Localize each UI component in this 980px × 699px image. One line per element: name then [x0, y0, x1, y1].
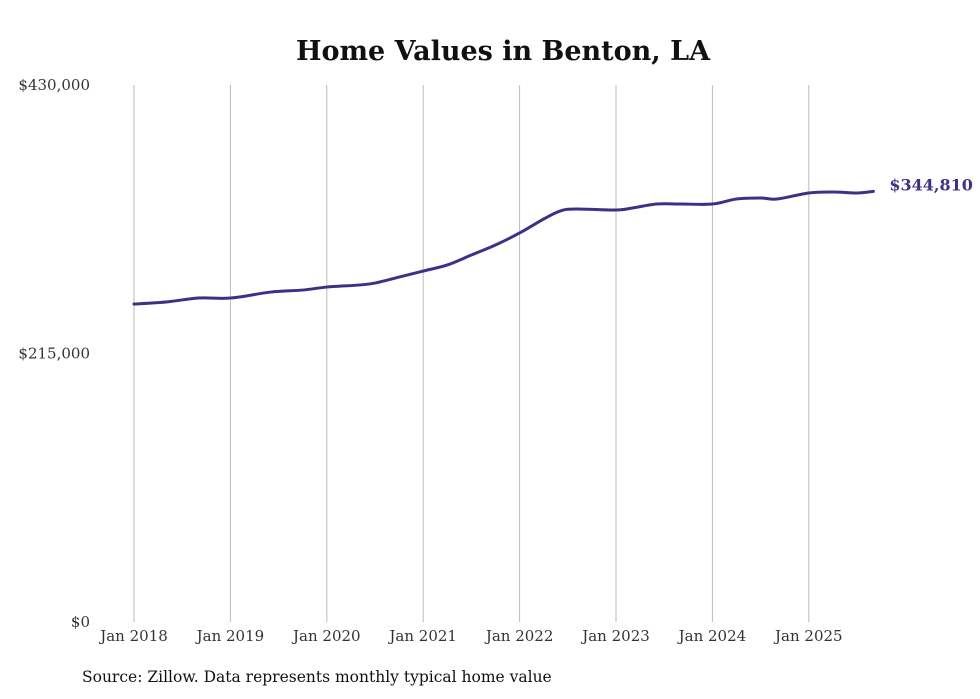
x-tick-label: Jan 2023	[580, 627, 650, 645]
y-axis: $0 $215,000 $430,000	[18, 76, 90, 631]
series-line	[132, 189, 875, 306]
x-axis: Jan 2018 Jan 2019 Jan 2020 Jan 2021 Jan 2022…	[98, 627, 842, 645]
x-tick-label: Jan 2024	[677, 627, 747, 645]
x-tick-label: Jan 2021	[387, 627, 457, 645]
source-note: Source: Zillow. Data represents monthly …	[82, 668, 552, 686]
x-tick-label: Jan 2018	[98, 627, 168, 645]
chart-title: Home Values in Benton, LA	[296, 36, 711, 67]
gridlines	[133, 85, 810, 622]
end-value-label: $344,810	[889, 175, 973, 194]
line-chart: Home Values in Benton, LA $0 $215,000 $430…	[18, 36, 973, 645]
x-tick-label: Jan 2025	[773, 627, 843, 645]
y-tick-label: $430,000	[18, 76, 90, 94]
x-tick-label: Jan 2019	[195, 627, 265, 645]
x-tick-label: Jan 2020	[291, 627, 361, 645]
y-tick-label: $0	[71, 613, 90, 631]
x-tick-label: Jan 2022	[484, 627, 554, 645]
y-tick-label: $215,000	[18, 345, 90, 363]
